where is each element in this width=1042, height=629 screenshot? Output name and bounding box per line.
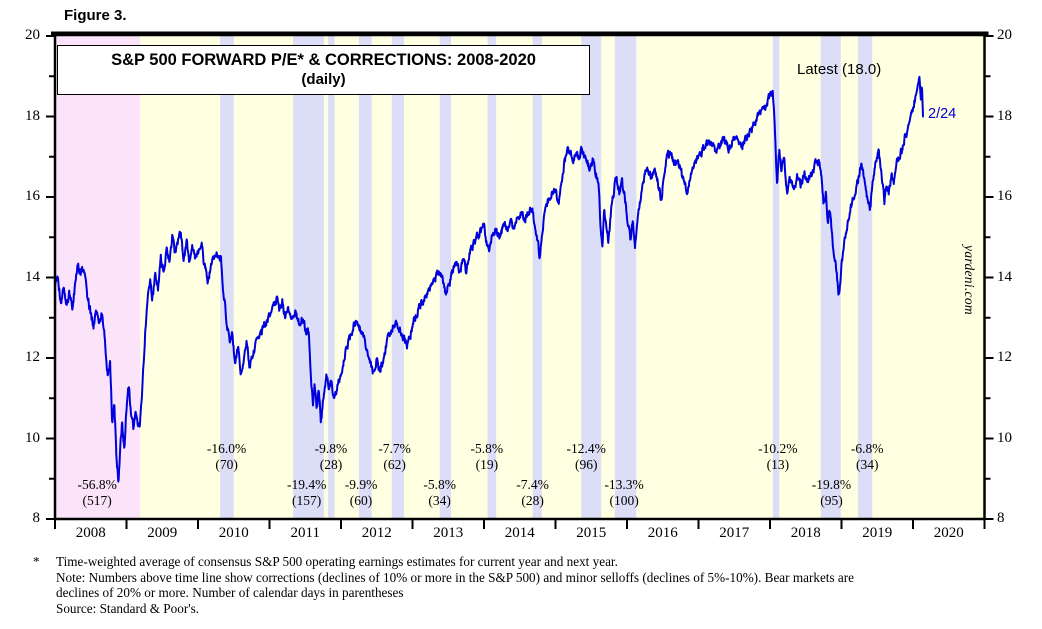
correction-days: (28) — [521, 493, 544, 508]
latest-value-label: Latest (18.0) — [797, 61, 882, 78]
correction-band — [293, 35, 324, 519]
footnote-line: declines of 20% or more. Number of calen… — [56, 585, 404, 601]
correction-band — [614, 35, 637, 519]
correction-days: (60) — [349, 493, 373, 508]
correction-pct: -6.8% — [850, 441, 884, 456]
correction-days: (62) — [383, 457, 406, 472]
correction-pct: -12.4% — [566, 441, 606, 456]
correction-days: (157) — [292, 493, 322, 508]
correction-annotation: -9.9% (60) — [319, 477, 403, 509]
y-axis-label-right: 16 — [997, 188, 1012, 204]
x-axis-year-label: 2012 — [361, 525, 392, 541]
correction-pct: -7.4% — [516, 477, 549, 492]
correction-band — [857, 35, 873, 519]
y-axis-label-left: 20 — [25, 27, 40, 43]
y-axis-label-right: 12 — [997, 349, 1012, 365]
correction-band — [328, 35, 335, 519]
correction-annotation: -19.8% (95) — [789, 477, 873, 509]
correction-days: (13) — [766, 457, 790, 472]
y-axis-label-right: 20 — [997, 27, 1012, 43]
watermark-yardeni: yardeni.com — [962, 245, 977, 315]
correction-annotation: -7.7% (62) — [353, 441, 437, 473]
y-axis-label-right: 10 — [997, 429, 1012, 446]
y-axis-label-right: 18 — [997, 107, 1012, 124]
x-axis-year-label: 2015 — [576, 525, 607, 541]
footnote-line: Source: Standard & Poor's. — [56, 600, 200, 616]
correction-days: (95) — [820, 493, 843, 508]
x-axis-year-label: 2013 — [433, 525, 464, 541]
correction-pct: -19.8% — [811, 477, 852, 492]
correction-days: (96) — [574, 457, 598, 472]
correction-pct: -10.2% — [758, 441, 798, 456]
correction-band — [439, 35, 452, 519]
y-axis-label-left: 14 — [25, 268, 40, 285]
correction-pct: -56.8% — [77, 477, 117, 492]
footnote-line: Time-weighted average of consensus S&P 5… — [56, 554, 618, 569]
correction-pct: -7.7% — [378, 441, 411, 456]
correction-days: (19) — [475, 457, 499, 472]
correction-band — [772, 35, 780, 519]
bear-market-band — [55, 35, 141, 519]
correction-band — [391, 35, 404, 519]
y-axis-label-left: 18 — [25, 107, 40, 124]
correction-band — [820, 35, 841, 519]
correction-annotation: -56.8% (517) — [55, 477, 139, 509]
x-axis-year-label: 2014 — [504, 525, 535, 541]
x-axis-year-label: 2020 — [933, 525, 964, 541]
correction-band — [532, 35, 542, 519]
pe-line — [55, 75, 924, 483]
correction-days: (34) — [855, 457, 879, 472]
correction-band — [581, 35, 602, 519]
y-axis-label-right: 8 — [997, 510, 1005, 526]
y-axis-label-left: 8 — [32, 510, 41, 526]
y-axis-label-left: 16 — [25, 188, 40, 204]
correction-pct: -5.8% — [423, 477, 456, 492]
end-date-label: 2/24 — [928, 106, 957, 122]
x-axis-year-label: 2019 — [862, 525, 893, 541]
correction-annotation: -12.4% (96) — [544, 441, 628, 473]
correction-pct: -19.4% — [286, 477, 327, 492]
correction-days: (517) — [82, 493, 112, 508]
correction-annotation: -5.8% (34) — [398, 477, 482, 509]
correction-pct: -16.0% — [206, 441, 247, 456]
correction-band — [358, 35, 372, 519]
x-axis-year-label: 2011 — [290, 525, 320, 541]
x-axis-year-label: 2018 — [790, 525, 821, 541]
correction-band — [487, 35, 497, 519]
correction-annotation: -13.3% (100) — [582, 477, 666, 509]
correction-annotation: -6.8% (34) — [825, 441, 909, 473]
footnote-line: Note: Numbers above time line show corre… — [56, 569, 854, 585]
correction-pct: -9.8% — [314, 441, 348, 456]
y-axis-label-left: 10 — [25, 429, 40, 446]
x-axis-year-label: 2017 — [719, 525, 750, 541]
chart-title: S&P 500 FORWARD P/E* & CORRECTIONS: 2008… — [111, 51, 536, 69]
correction-annotation: -9.8% (28) — [289, 441, 373, 473]
correction-annotation: -19.4% (157) — [265, 477, 349, 509]
correction-pct: -13.3% — [604, 477, 644, 492]
correction-days: (70) — [215, 457, 238, 472]
correction-annotation: -10.2% (13) — [736, 441, 820, 473]
y-axis-label-right: 14 — [997, 268, 1012, 285]
correction-pct: -5.8% — [470, 441, 504, 456]
x-axis-year-label: 2009 — [147, 525, 178, 541]
correction-annotation: -16.0% (70) — [185, 441, 269, 473]
correction-days: (34) — [428, 493, 451, 508]
y-axis-label-left: 12 — [25, 349, 40, 365]
chart-subtitle: (daily) — [301, 71, 346, 88]
x-axis-year-label: 2008 — [75, 525, 106, 541]
figure-number-label: Figure 3. — [64, 7, 127, 24]
correction-days: (28) — [319, 457, 343, 472]
correction-annotation: -7.4% (28) — [491, 477, 575, 509]
correction-annotation: -5.8% (19) — [445, 441, 529, 473]
x-axis-year-label: 2016 — [647, 525, 678, 541]
correction-days: (100) — [609, 493, 639, 508]
x-axis-year-label: 2010 — [218, 525, 249, 541]
correction-band — [220, 35, 234, 519]
chart-title-box: S&P 500 FORWARD P/E* & CORRECTIONS: 2008… — [57, 45, 590, 95]
footnote-asterisk: * — [33, 554, 40, 569]
correction-pct: -9.9% — [344, 477, 378, 492]
footnote-block: * Time-weighted average of consensus S&P… — [33, 554, 1023, 616]
